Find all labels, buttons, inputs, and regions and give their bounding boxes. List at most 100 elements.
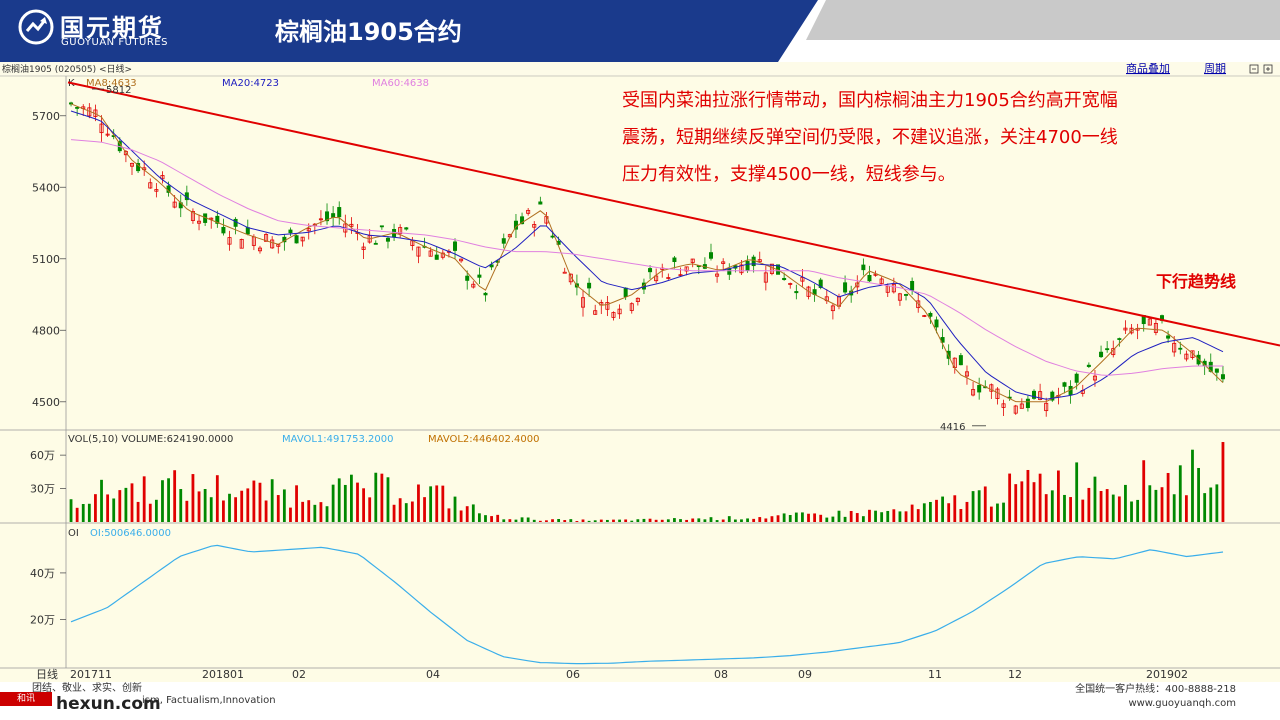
candle-body: [891, 283, 896, 293]
volume-bar: [417, 484, 420, 522]
volume-bar: [673, 518, 676, 522]
high-label: 5812: [106, 85, 131, 96]
volume-bar: [136, 501, 140, 522]
candle-body: [708, 252, 713, 259]
candle-body: [398, 227, 403, 235]
volume-bar: [947, 503, 951, 522]
header-band: [0, 0, 1280, 62]
overlay-link[interactable]: 商品叠加: [1126, 61, 1170, 75]
candle-body: [257, 247, 262, 252]
candle-body: [897, 293, 902, 301]
volume-bar: [703, 519, 707, 522]
candle-body: [946, 350, 951, 359]
volume-bar: [825, 517, 829, 522]
volume-bar: [989, 506, 993, 522]
volume-bar: [660, 519, 664, 522]
volume-bar: [666, 519, 670, 522]
volume-bar: [758, 517, 762, 522]
brand-name-en: GUOYUAN FUTURES: [61, 37, 168, 48]
ma60-legend: MA60:4638: [372, 78, 429, 89]
volume-bar: [910, 504, 914, 522]
x-tick-label: 日线: [36, 667, 58, 681]
volume-bar: [1093, 476, 1097, 522]
candle-body: [1178, 347, 1183, 350]
candle-body: [105, 133, 110, 136]
candle-body: [1123, 327, 1128, 331]
volume-bar: [770, 516, 774, 522]
candle-body: [221, 226, 226, 234]
volume-bar: [1081, 499, 1085, 522]
volume-bar: [861, 516, 865, 522]
zoom-out-icon[interactable]: [1249, 64, 1259, 74]
volume-bar: [1014, 484, 1018, 522]
volume-bar: [526, 517, 530, 522]
volume-bar: [1038, 473, 1042, 522]
volume-bar: [545, 520, 548, 522]
candle-body: [209, 217, 214, 220]
candle-body: [123, 151, 128, 156]
volume-bar: [1154, 489, 1158, 522]
candle-body: [318, 218, 323, 221]
candle-body: [989, 384, 994, 392]
candle-body: [605, 302, 610, 310]
candle-body: [666, 277, 671, 279]
volume-bar: [356, 482, 359, 522]
x-tick-label: 201801: [202, 668, 244, 681]
volume-bar: [965, 501, 969, 522]
candle-body: [550, 235, 555, 238]
candle-body: [1117, 338, 1122, 340]
volume-bar: [679, 519, 682, 522]
volume-bar: [764, 518, 768, 522]
oi-tick-label: 20万: [30, 613, 55, 626]
volume-bar: [868, 509, 871, 522]
candle-body: [416, 246, 421, 257]
volume-bar: [295, 485, 298, 522]
volume-bar: [313, 504, 317, 522]
commentary-line-1: 受国内菜油拉涨行情带动，国内棕榈油主力1905合约高开宽幅: [622, 90, 1118, 111]
volume-bar: [898, 511, 902, 522]
volume-bar: [447, 508, 451, 522]
volume-bar: [648, 518, 652, 522]
candle-body: [715, 273, 720, 277]
x-tick-label: 201711: [70, 668, 112, 681]
footer-website: www.guoyuanqh.com: [1128, 698, 1236, 709]
volume-bar: [532, 519, 536, 522]
volume-bar: [922, 503, 926, 522]
candle-body: [611, 312, 616, 318]
volume-bar: [203, 489, 207, 522]
volume-bar: [520, 517, 524, 522]
volume-bar: [459, 510, 463, 522]
volume-bar: [953, 495, 957, 522]
ma8-line: [70, 103, 1224, 403]
volume-bar: [971, 491, 975, 522]
candle-body: [239, 238, 244, 249]
candle-body: [465, 275, 470, 281]
volume-bar: [1099, 490, 1103, 522]
symbol-label: 棕榈油1905 (020505) <日线>: [2, 63, 132, 75]
candle-body: [958, 355, 963, 366]
trend-line-label: 下行趋势线: [1156, 272, 1237, 291]
zoom-in-icon[interactable]: [1263, 64, 1273, 74]
candle-body: [1099, 351, 1104, 358]
period-link[interactable]: 周期: [1204, 62, 1226, 75]
candle-body: [648, 268, 653, 273]
candle-body: [306, 228, 311, 232]
volume-bar: [343, 484, 347, 522]
candle-body: [788, 283, 793, 285]
volume-bar: [1160, 487, 1164, 522]
volume-bar: [502, 519, 506, 522]
candle-body: [916, 300, 921, 309]
volume-bar: [69, 499, 73, 522]
volume-bar: [301, 501, 305, 522]
volume-bar: [1026, 469, 1030, 522]
candle-body: [690, 258, 695, 263]
volume-bar: [173, 470, 177, 522]
x-tick-label: 08: [714, 668, 728, 681]
oi-tick-label: 40万: [30, 567, 55, 580]
volume-bar: [849, 510, 853, 522]
candle-body: [587, 282, 592, 289]
candle-body: [495, 260, 500, 263]
x-tick-label: 09: [798, 668, 812, 681]
volume-bar: [1166, 472, 1170, 522]
volume-bar: [87, 503, 91, 522]
